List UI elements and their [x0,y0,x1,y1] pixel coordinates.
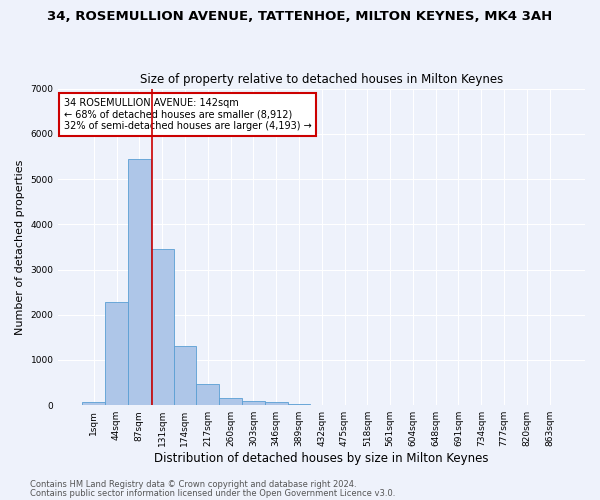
Bar [82,402,105,405]
X-axis label: Distribution of detached houses by size in Milton Keynes: Distribution of detached houses by size … [154,452,489,465]
Bar [151,249,173,405]
Text: Contains public sector information licensed under the Open Government Licence v3: Contains public sector information licen… [30,488,395,498]
Bar [173,346,196,405]
Text: 34, ROSEMULLION AVENUE, TATTENHOE, MILTON KEYNES, MK4 3AH: 34, ROSEMULLION AVENUE, TATTENHOE, MILTO… [47,10,553,23]
Text: Contains HM Land Registry data © Crown copyright and database right 2024.: Contains HM Land Registry data © Crown c… [30,480,356,489]
Title: Size of property relative to detached houses in Milton Keynes: Size of property relative to detached ho… [140,73,503,86]
Bar [265,402,287,405]
Bar [105,302,128,405]
Bar [287,404,310,405]
Bar [128,158,151,405]
Bar [219,398,242,405]
Bar [196,384,219,405]
Text: 34 ROSEMULLION AVENUE: 142sqm
← 68% of detached houses are smaller (8,912)
32% o: 34 ROSEMULLION AVENUE: 142sqm ← 68% of d… [64,98,311,132]
Y-axis label: Number of detached properties: Number of detached properties [15,159,25,334]
Bar [242,401,265,405]
